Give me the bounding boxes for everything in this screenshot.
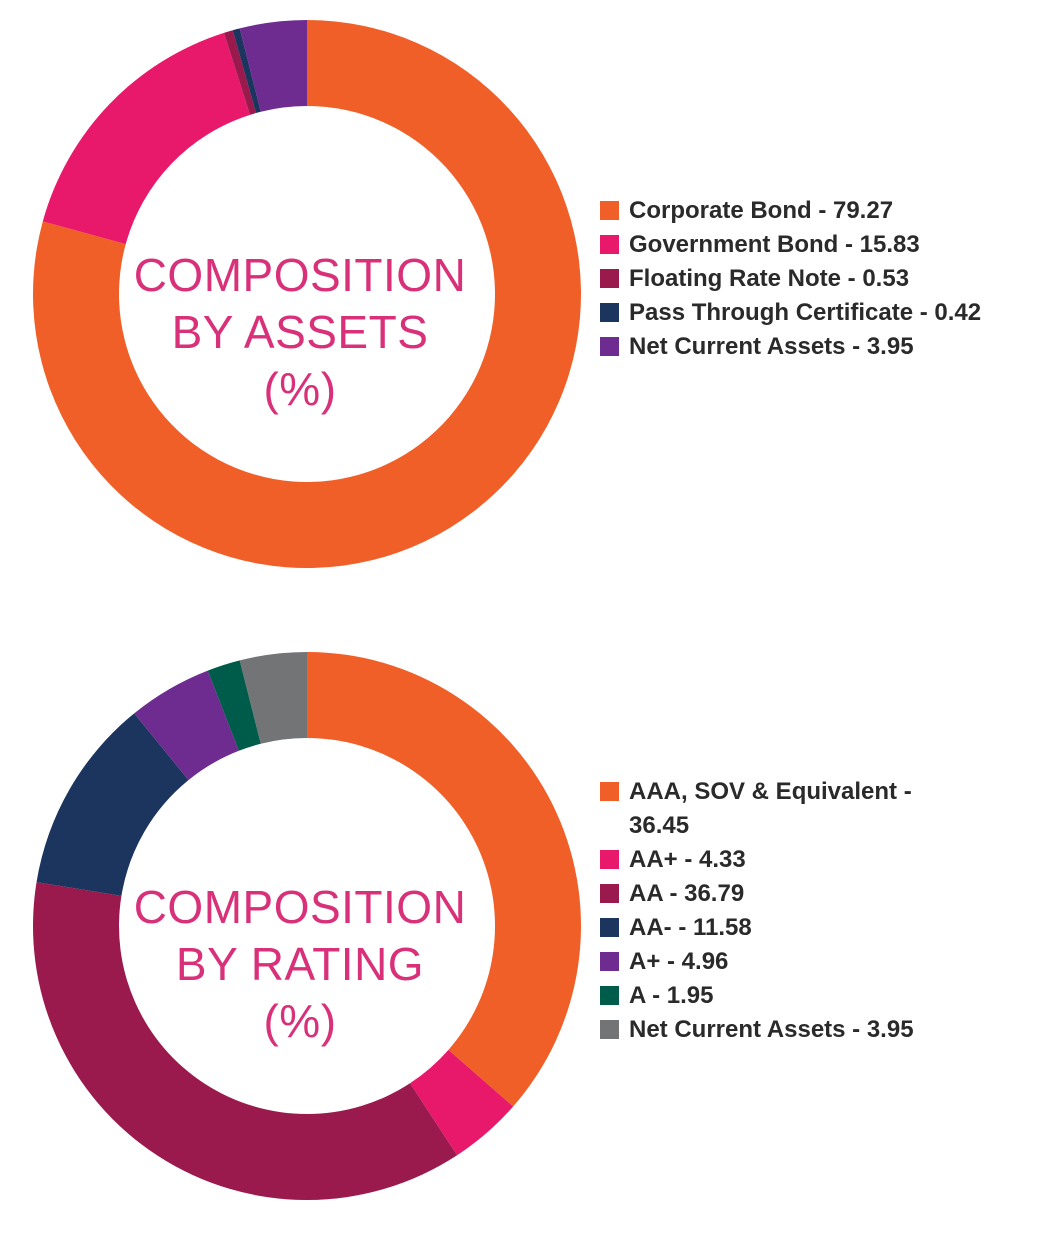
legend-swatch	[600, 337, 619, 356]
rating-title-line-3: (%)	[263, 995, 337, 1047]
donut-slice-aaa-sov	[307, 652, 581, 1107]
legend-swatch	[600, 850, 619, 869]
legend-item-a-plus: A+ - 4.96	[600, 945, 950, 979]
donut-slice-net-current-assets	[239, 652, 307, 744]
legend-swatch	[600, 782, 619, 801]
legend-swatch	[600, 952, 619, 971]
legend-label: A+ - 4.96	[629, 948, 729, 975]
donut-slice-corporate-bond	[33, 20, 582, 568]
legend-swatch	[600, 884, 619, 903]
legend-label: Pass Through Certificate - 0.42	[629, 299, 982, 326]
legend-label: AA- - 11.58	[629, 914, 752, 941]
legend-label: Corporate Bond - 79.27	[629, 197, 894, 224]
legend-swatch	[600, 201, 619, 220]
legend-swatch	[600, 918, 619, 937]
rating-center-title: COMPOSITION BY RATING (%)	[115, 879, 485, 1050]
rating-title-line-1: COMPOSITION	[133, 881, 467, 933]
legend-item-net-current-assets: Net Current Assets - 3.95	[600, 330, 1040, 364]
donut-slice-aa-minus	[36, 713, 189, 896]
legend-label: AA - 36.79	[629, 880, 745, 907]
assets-legend: Corporate Bond - 79.27 Government Bond -…	[600, 194, 1040, 364]
donut-slice-floating-rate-note	[223, 30, 257, 115]
legend-item-aa: AA - 36.79	[600, 877, 950, 911]
legend-label: Net Current Assets - 3.95	[629, 1016, 914, 1043]
rating-donut	[33, 652, 581, 1200]
legend-item-pass-through-certificate: Pass Through Certificate - 0.42	[600, 296, 1040, 330]
donut-slice-aa-plus	[409, 1049, 514, 1156]
assets-title-line-1: COMPOSITION	[133, 249, 467, 301]
legend-item-a: A - 1.95	[600, 979, 950, 1013]
donut-slice-aa	[33, 882, 458, 1200]
legend-swatch	[600, 303, 619, 322]
donut-slice-pass-through-certificate	[232, 28, 261, 114]
rating-composition-chart: COMPOSITION BY RATING (%)	[0, 632, 1047, 1232]
assets-donut	[33, 20, 582, 568]
donut-slice-a-plus	[134, 670, 239, 781]
legend-item-government-bond: Government Bond - 15.83	[600, 228, 1040, 262]
assets-title-line-3: (%)	[263, 363, 337, 415]
legend-item-aaa-sov: AAA, SOV & Equivalent - 36.45	[600, 775, 950, 843]
legend-item-floating-rate-note: Floating Rate Note - 0.53	[600, 262, 1040, 296]
legend-item-aa-minus: AA- - 11.58	[600, 911, 950, 945]
rating-title-line-2: BY RATING	[175, 938, 425, 990]
legend-item-corporate-bond: Corporate Bond - 79.27	[600, 194, 1040, 228]
legend-swatch	[600, 986, 619, 1005]
donut-slice-government-bond	[42, 32, 251, 245]
legend-swatch	[600, 1020, 619, 1039]
rating-legend: AAA, SOV & Equivalent - 36.45 AA+ - 4.33…	[600, 775, 950, 1047]
legend-label: Net Current Assets - 3.95	[629, 333, 914, 360]
donut-slice-a	[207, 660, 261, 751]
legend-label: A - 1.95	[629, 982, 714, 1009]
donut-slice-net-current-assets	[239, 20, 307, 112]
legend-swatch	[600, 269, 619, 288]
legend-item-net-current-assets: Net Current Assets - 3.95	[600, 1013, 950, 1047]
assets-title-line-2: BY ASSETS	[171, 306, 429, 358]
assets-composition-chart: COMPOSITION BY ASSETS (%)	[0, 0, 1047, 600]
legend-item-aa-plus: AA+ - 4.33	[600, 843, 950, 877]
legend-swatch	[600, 235, 619, 254]
legend-label: Government Bond - 15.83	[629, 231, 920, 258]
legend-label: AA+ - 4.33	[629, 846, 746, 873]
legend-label: Floating Rate Note - 0.53	[629, 265, 910, 292]
legend-label: AAA, SOV & Equivalent - 36.45	[629, 778, 912, 839]
assets-center-title: COMPOSITION BY ASSETS (%)	[115, 247, 485, 418]
